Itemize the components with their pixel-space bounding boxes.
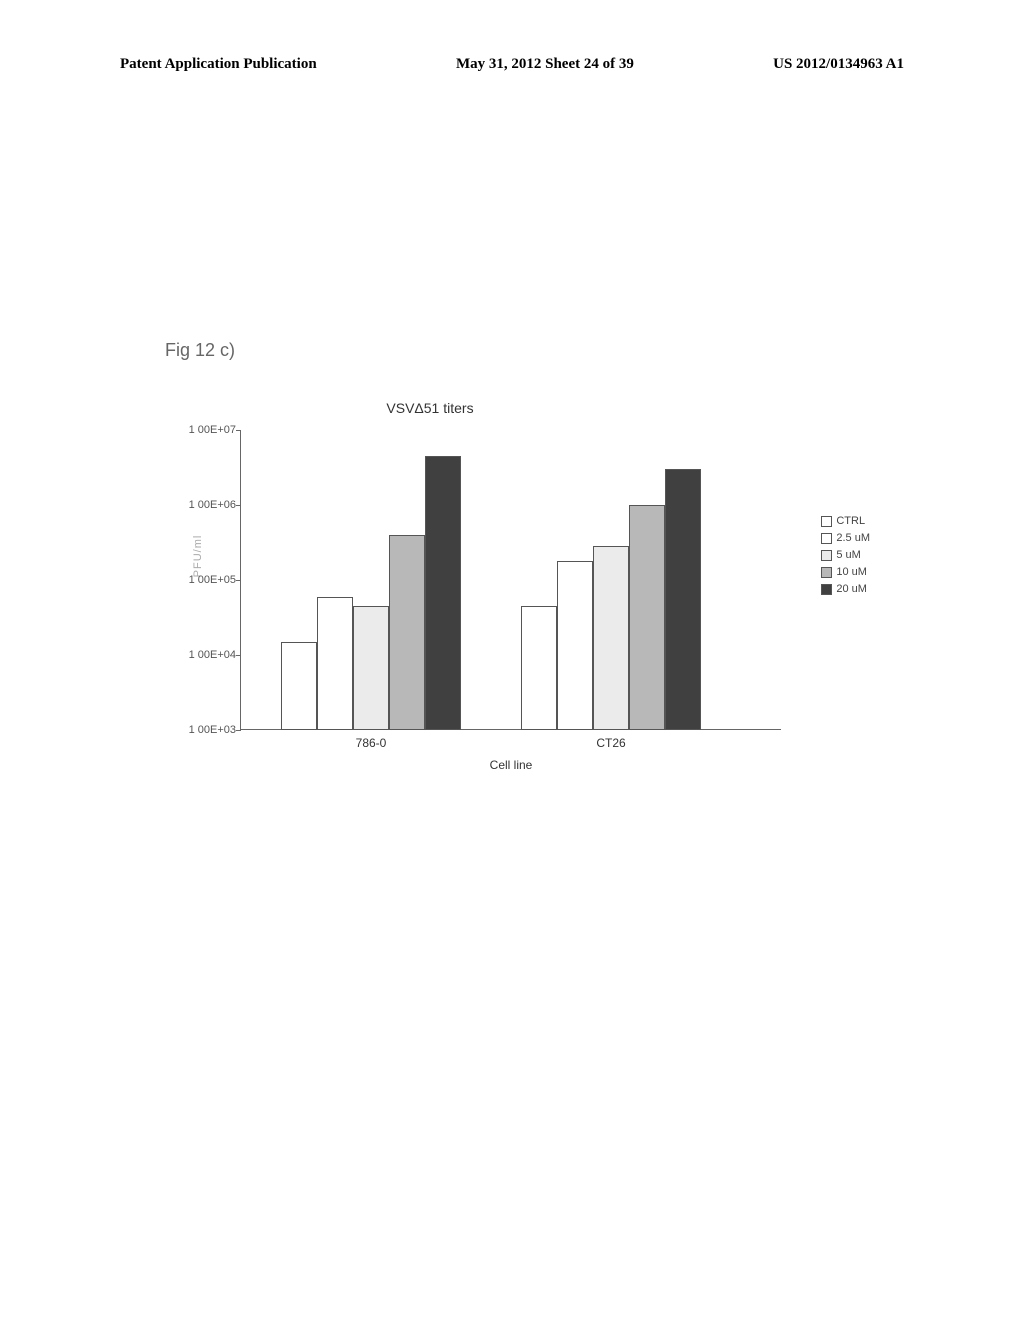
figure-label: Fig 12 c) <box>165 340 235 361</box>
legend-label: 5 uM <box>836 549 860 561</box>
legend-item: CTRL <box>821 515 870 527</box>
legend-item: 10 uM <box>821 566 870 578</box>
y-tick <box>236 655 241 656</box>
legend-swatch <box>821 533 832 544</box>
x-tick-label: 786-0 <box>356 736 387 750</box>
bar <box>521 606 557 730</box>
legend-label: 20 uM <box>836 583 867 595</box>
page-header: Patent Application Publication May 31, 2… <box>0 56 1024 73</box>
legend-label: CTRL <box>836 515 865 527</box>
y-tick <box>236 430 241 431</box>
y-tick <box>236 730 241 731</box>
y-tick-label: 1 00E+03 <box>151 724 236 736</box>
y-tick-label: 1 00E+07 <box>151 424 236 436</box>
legend-swatch <box>821 567 832 578</box>
bar <box>389 535 425 730</box>
y-tick <box>236 505 241 506</box>
chart-container: VSVΔ51 titers PFU/ml Cell line 1 00E+031… <box>150 400 870 780</box>
y-tick-label: 1 00E+05 <box>151 574 236 586</box>
bar <box>353 606 389 730</box>
legend-item: 20 uM <box>821 583 870 595</box>
header-left: Patent Application Publication <box>120 56 317 73</box>
chart-title: VSVΔ51 titers <box>150 400 710 416</box>
legend-label: 10 uM <box>836 566 867 578</box>
legend-swatch <box>821 516 832 527</box>
legend-swatch <box>821 550 832 561</box>
bar <box>317 597 353 730</box>
y-tick-label: 1 00E+06 <box>151 499 236 511</box>
bar <box>425 456 461 730</box>
bar <box>281 642 317 730</box>
legend-label: 2.5 uM <box>836 532 870 544</box>
header-right: US 2012/0134963 A1 <box>773 56 904 73</box>
y-tick <box>236 580 241 581</box>
header-center: May 31, 2012 Sheet 24 of 39 <box>456 56 634 73</box>
legend-swatch <box>821 584 832 595</box>
y-tick-label: 1 00E+04 <box>151 649 236 661</box>
bar <box>665 469 701 730</box>
y-axis-title: PFU/ml <box>192 535 204 578</box>
x-tick-label: CT26 <box>596 736 625 750</box>
x-axis-title: Cell line <box>241 758 781 772</box>
bar <box>557 561 593 730</box>
plot-area: Cell line 1 00E+031 00E+041 00E+051 00E+… <box>240 430 780 730</box>
legend-item: 5 uM <box>821 549 870 561</box>
bar <box>593 546 629 730</box>
legend-item: 2.5 uM <box>821 532 870 544</box>
chart-legend: CTRL 2.5 uM 5 uM 10 uM 20 uM <box>821 515 870 600</box>
bar <box>629 505 665 730</box>
